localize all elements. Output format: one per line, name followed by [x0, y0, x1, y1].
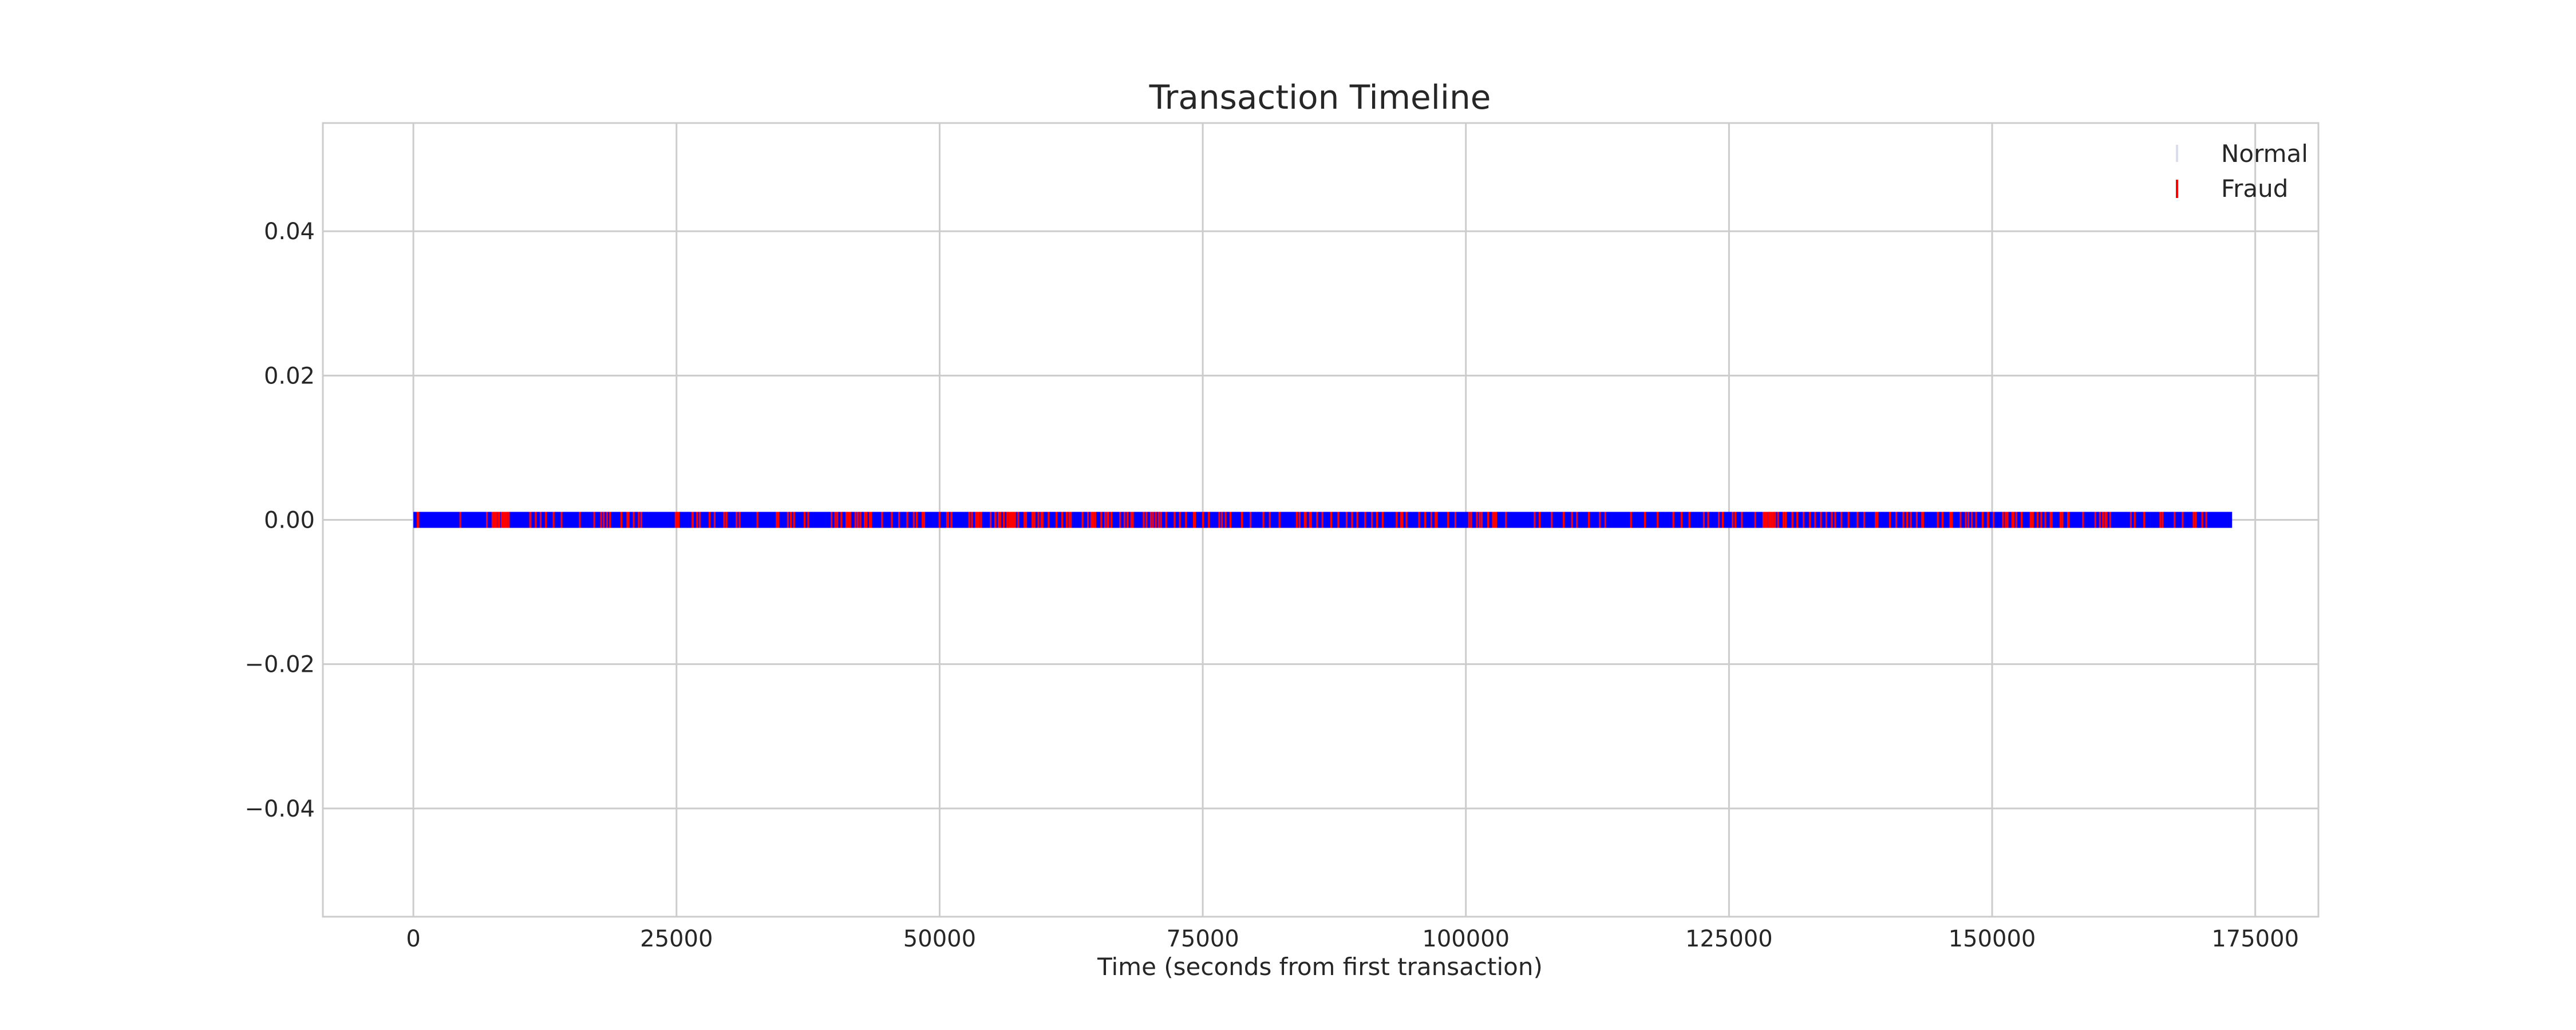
- x-tick-label: 100000: [1422, 926, 1510, 952]
- legend: Normal Fraud: [2176, 140, 2308, 203]
- x-axis-label: Time (seconds from first transaction): [1097, 953, 1543, 981]
- legend-fraud-label: Fraud: [2221, 175, 2288, 203]
- legend-normal-label: Normal: [2221, 140, 2308, 168]
- plot-frame: [322, 122, 2320, 918]
- y-tick-label: 0.02: [264, 363, 315, 389]
- x-tick-label: 175000: [2211, 926, 2299, 952]
- x-tick-label: 125000: [1685, 926, 1773, 952]
- y-tick-label: −0.02: [244, 652, 315, 678]
- y-tick-label: 0.04: [264, 219, 315, 245]
- chart-title: Transaction Timeline: [1149, 78, 1491, 117]
- y-tick-label: −0.04: [244, 796, 315, 822]
- x-tick-label: 75000: [1166, 926, 1239, 952]
- y-tick-label: 0.00: [264, 508, 315, 534]
- x-tick-label: 50000: [903, 926, 976, 952]
- data-marks: [413, 512, 2233, 528]
- x-tick-label: 25000: [640, 926, 713, 952]
- tick-labels: 0 25000 50000 75000 100000 125000 150000 175000…: [244, 219, 2299, 952]
- x-tick-label: 0: [406, 926, 420, 952]
- x-tick-label: 150000: [1949, 926, 2036, 952]
